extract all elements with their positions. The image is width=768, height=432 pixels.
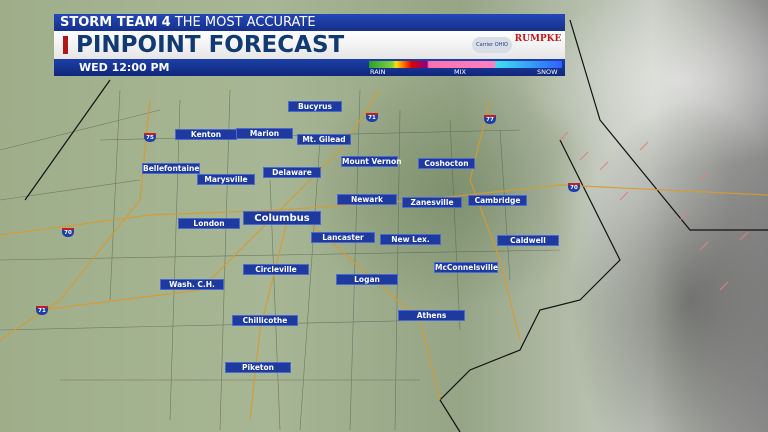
city-label: Caldwell — [497, 235, 559, 246]
brand-number-logo: 4 — [161, 15, 171, 30]
interstate-75-shield: 75 — [144, 133, 156, 142]
city-label: Newark — [337, 194, 397, 205]
city-label: Mt. Gilead — [297, 134, 351, 145]
city-label: Delaware — [263, 167, 321, 178]
sponsor-logo-rumpke: RUMPKE — [514, 34, 562, 44]
city-label: Piketon — [225, 362, 291, 373]
city-label: Mount Vernon — [341, 156, 402, 167]
page-title: PINPOINT FORECAST — [76, 32, 345, 58]
precip-legend — [369, 61, 562, 68]
legend-mix: MIX — [454, 68, 466, 76]
city-label: Cambridge — [468, 195, 527, 206]
forecast-header: STORM TEAM 4 THE MOST ACCURATE PINPOINT … — [54, 14, 565, 76]
brand-bar: STORM TEAM 4 THE MOST ACCURATE — [54, 14, 565, 31]
interstate-77-shield: 77 — [484, 115, 496, 124]
city-label: Coshocton — [418, 158, 475, 169]
city-label: Bucyrus — [288, 101, 342, 112]
legend-snow: SNOW — [537, 68, 558, 76]
city-label: McConnelsville — [434, 262, 499, 273]
city-label: Marysville — [197, 174, 255, 185]
time-bar: WED 12:00 PM RAIN MIX SNOW — [54, 59, 565, 76]
city-label: Kenton — [175, 129, 237, 140]
city-label: Circleville — [243, 264, 309, 275]
city-label: Lancaster — [311, 232, 375, 243]
brand-name: STORM TEAM — [60, 15, 158, 30]
tagline: THE MOST ACCURATE — [174, 15, 316, 30]
forecast-time: WED 12:00 PM — [79, 61, 170, 74]
sponsor-logo-carrier: Carrier OHIO — [472, 37, 512, 53]
city-label: Chillicothe — [232, 315, 298, 326]
city-label: London — [178, 218, 240, 229]
legend-rain: RAIN — [370, 68, 386, 76]
city-label: New Lex. — [380, 234, 441, 245]
accent-bar — [63, 36, 68, 54]
city-label: Wash. C.H. — [160, 279, 224, 290]
interstate-71-shield: 71 — [36, 306, 48, 315]
city-label: Zanesville — [402, 197, 462, 208]
city-label: Athens — [398, 310, 465, 321]
interstate-70-shield: 70 — [62, 228, 74, 237]
interstate-70-shield: 70 — [568, 183, 580, 192]
title-bar: PINPOINT FORECAST Carrier OHIO RUMPKE — [54, 31, 565, 59]
interstate-71-shield: 71 — [366, 113, 378, 122]
city-label-columbus: Columbus — [243, 211, 321, 225]
city-label: Logan — [336, 274, 398, 285]
city-label: Bellefontaine — [142, 163, 200, 174]
city-label: Marion — [236, 128, 293, 139]
